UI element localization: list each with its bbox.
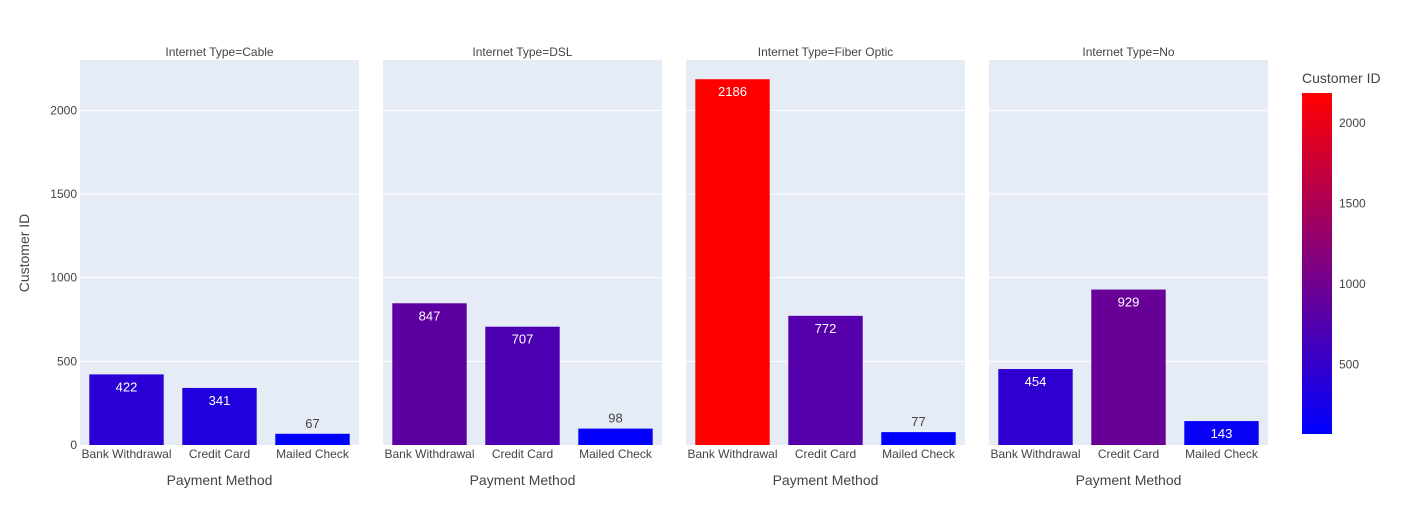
bar-value-label: 772 [815,321,837,336]
x-axis-title: Payment Method [470,472,576,488]
bar [1091,289,1166,445]
bar-value-label: 454 [1025,374,1047,389]
colorbar-title: Customer ID [1302,70,1381,86]
x-tick-label: Mailed Check [882,447,956,461]
bar [578,428,653,445]
bar-value-label: 707 [512,332,534,347]
bar [695,79,770,445]
bar [1184,421,1259,445]
x-tick-label: Mailed Check [1185,447,1259,461]
y-tick-label: 2000 [50,103,77,117]
x-tick-label: Mailed Check [579,447,653,461]
facet-title: Internet Type=No [1082,45,1175,59]
x-tick-label: Credit Card [795,447,856,461]
bar-value-label: 98 [608,411,622,426]
colorbar-tick-label: 500 [1339,357,1359,371]
bar [881,432,956,445]
bar-value-label: 341 [209,393,231,408]
colorbar-tick-label: 1000 [1339,277,1366,291]
y-tick-label: 0 [70,438,77,452]
bar [485,326,560,445]
facet-title: Internet Type=Fiber Optic [758,45,894,59]
x-tick-label: Credit Card [492,447,553,461]
x-tick-label: Bank Withdrawal [990,447,1080,461]
x-tick-label: Bank Withdrawal [81,447,171,461]
x-axis-title: Payment Method [773,472,879,488]
y-tick-label: 1000 [50,271,77,285]
colorbar-tick-label: 2000 [1339,116,1366,130]
y-axis-title: Customer ID [16,214,32,293]
x-tick-label: Bank Withdrawal [687,447,777,461]
x-axis-title: Payment Method [167,472,273,488]
bar-value-label: 422 [116,379,138,394]
bar [788,315,863,445]
y-tick-label: 500 [57,354,77,368]
bar [998,369,1073,445]
x-tick-label: Credit Card [189,447,250,461]
bar-value-label: 929 [1118,295,1140,310]
bar [392,303,467,445]
bar-value-label: 77 [911,414,925,429]
x-tick-label: Bank Withdrawal [384,447,474,461]
bar [182,387,257,445]
bar-value-label: 847 [419,308,441,323]
facet-title: Internet Type=DSL [472,45,573,59]
bar [89,374,164,445]
colorbar-tick-label: 1500 [1339,196,1366,210]
x-axis-title: Payment Method [1076,472,1182,488]
y-tick-label: 1500 [50,187,77,201]
x-tick-label: Credit Card [1098,447,1159,461]
bar-value-label: 2186 [718,84,747,99]
x-tick-label: Mailed Check [276,447,350,461]
facet-title: Internet Type=Cable [165,45,274,59]
bar-value-label: 67 [305,416,319,431]
colorbar [1302,93,1332,434]
bar [275,433,350,445]
bar-value-label: 143 [1211,426,1233,441]
